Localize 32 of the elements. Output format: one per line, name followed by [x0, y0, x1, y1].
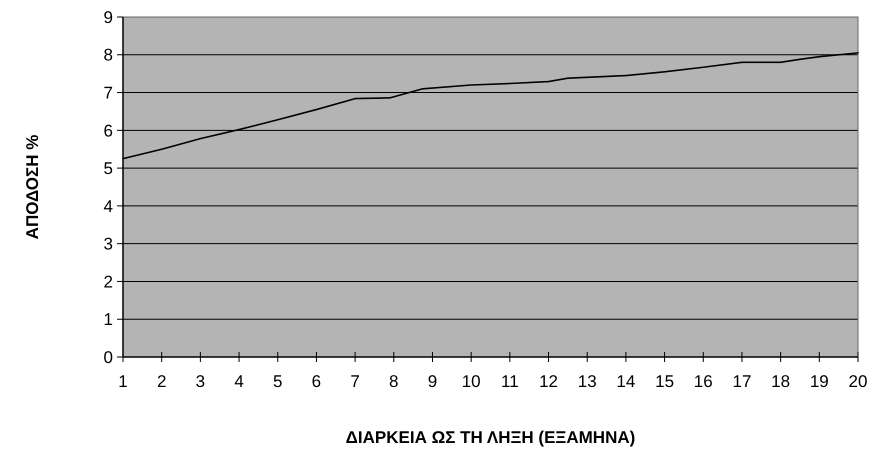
x-tick-label: 5 — [273, 372, 282, 391]
x-tick-label: 17 — [732, 372, 752, 391]
x-tick-label: 11 — [501, 372, 519, 391]
x-tick-label: 6 — [312, 372, 322, 391]
x-tick-label: 7 — [350, 372, 360, 391]
y-tick-label: 8 — [104, 46, 113, 65]
x-tick-label: 12 — [539, 372, 558, 391]
x-tick-label: 13 — [578, 372, 597, 391]
x-tick-label: 15 — [655, 372, 674, 391]
x-tick-label: 2 — [156, 372, 166, 391]
x-tick-label: 18 — [771, 372, 790, 391]
x-tick-label: 3 — [196, 372, 206, 391]
y-tick-label: 9 — [104, 8, 113, 27]
x-axis-title: ΔΙΑΡΚΕΙΑ ΩΣ ΤΗ ΛΗΞΗ (ΕΞΑΜΗΝΑ) — [346, 428, 636, 447]
x-tick-label: 16 — [694, 372, 713, 391]
x-tick-label: 1 — [118, 372, 128, 391]
y-tick-label: 1 — [104, 310, 113, 330]
y-tick-label: 3 — [104, 234, 113, 254]
y-tick-label: 4 — [104, 196, 113, 216]
y-tick-label: 6 — [104, 121, 113, 140]
x-tick-label: 20 — [848, 372, 868, 391]
x-tick-label: 4 — [234, 372, 244, 391]
x-tick-label: 14 — [616, 372, 636, 391]
x-tick-label: 10 — [462, 372, 481, 391]
y-tick-label: 0 — [104, 348, 113, 367]
y-tick-label: 7 — [104, 84, 113, 103]
y-tick-label: 2 — [104, 272, 113, 292]
y-tick-label: 5 — [104, 159, 113, 178]
x-tick-label: 8 — [389, 372, 399, 391]
y-axis-title: ΑΠΟΔΟΣΗ % — [23, 134, 42, 240]
x-tick-label: 19 — [810, 372, 829, 391]
x-tick-label: 9 — [428, 372, 438, 391]
